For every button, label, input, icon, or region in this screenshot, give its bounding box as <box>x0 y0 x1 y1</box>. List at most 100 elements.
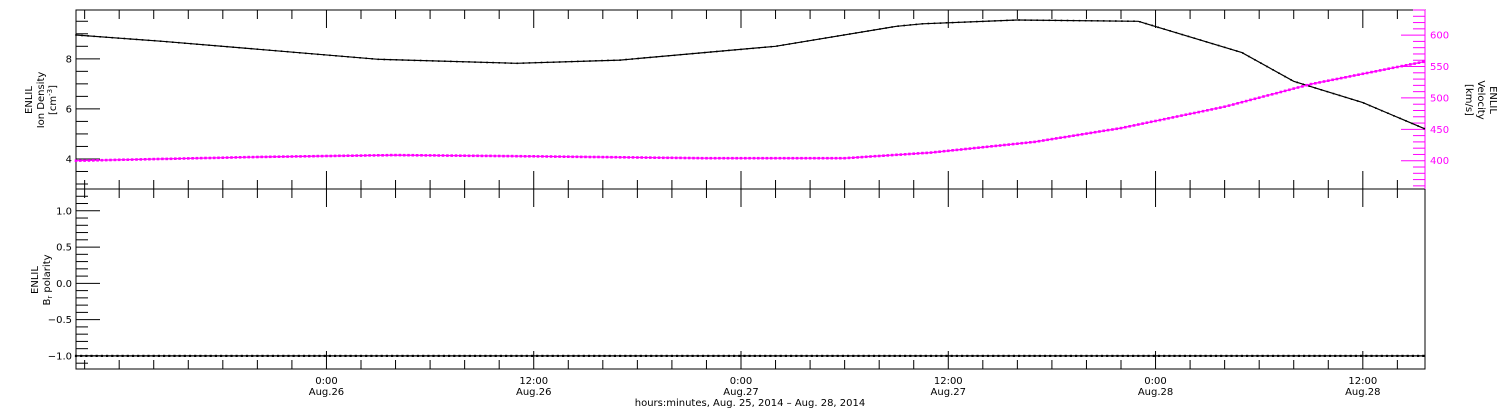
polarity-series-point <box>188 354 192 357</box>
velocity-series-point <box>502 154 505 158</box>
polarity-series-point <box>1157 354 1161 357</box>
velocity-series-point <box>523 155 527 158</box>
polarity-series-point <box>847 354 850 357</box>
velocity-series-point <box>575 155 579 159</box>
velocity-series-point <box>735 156 738 160</box>
polarity-series-point <box>116 354 119 357</box>
polarity-series-point <box>1043 354 1047 357</box>
polarity-series-point <box>707 354 710 357</box>
velocity-series-point <box>631 156 635 159</box>
density-series-point <box>1012 19 1014 21</box>
polarity-series-point <box>453 354 456 357</box>
density-series-point <box>625 58 627 61</box>
velocity-series-point <box>325 154 328 158</box>
density-series-point <box>558 61 561 63</box>
velocity-series-point <box>662 156 665 160</box>
velocity-series-point <box>929 151 933 154</box>
velocity-series-point <box>139 158 143 161</box>
velocity-series-point <box>1128 125 1131 128</box>
velocity-series-point <box>1413 62 1416 65</box>
density-series-point <box>492 61 494 64</box>
polarity-series-point <box>463 354 466 357</box>
velocity-label-unit: [km/s] <box>1463 84 1474 116</box>
density-series-point <box>93 35 95 38</box>
velocity-series-point <box>148 157 151 161</box>
velocity-series-point <box>1292 87 1295 90</box>
velocity-series-point <box>748 156 751 160</box>
density-series-point <box>673 54 676 57</box>
polarity-series-point <box>1385 354 1389 357</box>
polarity-series-point <box>1251 354 1254 357</box>
velocity-series-point <box>972 146 976 150</box>
density-series-point <box>304 52 307 55</box>
velocity-series-point <box>532 155 535 158</box>
density-series-point <box>1381 109 1383 112</box>
density-series-point <box>220 45 222 47</box>
density-series-point <box>818 38 821 40</box>
velocity-series-point <box>234 156 238 159</box>
x-tick-date-label: Aug.28 <box>1138 387 1173 398</box>
polarity-series-point <box>473 354 477 357</box>
polarity-series-point <box>349 354 352 357</box>
polarity-series-point <box>821 354 824 357</box>
polarity-series-point <box>1054 354 1057 357</box>
density-series-point <box>1314 87 1317 89</box>
density-series-point <box>1066 19 1069 22</box>
density-series-point <box>232 46 234 48</box>
polarity-series-point <box>1049 354 1052 357</box>
velocity-series-point <box>813 156 816 160</box>
polarity-series-point <box>805 354 808 357</box>
density-series-point <box>1217 44 1220 47</box>
density-series-point <box>75 34 77 36</box>
velocity-series-point <box>882 154 885 157</box>
polarity-series-point <box>1391 354 1394 357</box>
polarity-series-point <box>1349 354 1352 357</box>
velocity-series-point <box>1266 94 1270 97</box>
density-series-point <box>1320 89 1323 91</box>
velocity-series-point <box>307 155 311 158</box>
density-series-line <box>75 19 1426 130</box>
velocity-series-point <box>329 154 333 158</box>
x-axis-title: hours:minutes, Aug. 25, 2014 – Aug. 28, … <box>635 398 866 409</box>
velocity-series-point <box>122 158 125 161</box>
velocity-series-point <box>1409 63 1412 66</box>
velocity-series-point <box>1335 77 1339 81</box>
density-series-point <box>1024 19 1026 21</box>
velocity-series-point <box>1141 122 1144 125</box>
density-series-point <box>1054 19 1057 22</box>
velocity-series-point <box>394 153 397 157</box>
velocity-series-point <box>385 153 389 157</box>
velocity-series-point <box>264 155 268 159</box>
velocity-axis-tick-label: 450 <box>1430 125 1449 136</box>
polarity-series-point <box>302 354 306 357</box>
velocity-series-markers <box>74 60 1425 162</box>
polarity-series-point <box>1411 354 1414 357</box>
velocity-series-point <box>1279 90 1283 94</box>
density-series-point <box>1199 39 1202 41</box>
velocity-series-point <box>407 153 410 157</box>
polarity-series-point <box>904 354 907 357</box>
velocity-series-point <box>990 145 993 148</box>
velocity-series-point <box>1149 120 1153 124</box>
polarity-series-point <box>183 354 186 357</box>
polarity-series-point <box>831 354 834 357</box>
density-series-point <box>171 41 174 43</box>
polarity-series-point <box>1214 354 1218 357</box>
polarity-series-point <box>624 354 627 357</box>
polarity-series-point <box>733 354 736 357</box>
velocity-series-point <box>908 152 911 156</box>
density-series-point <box>1229 48 1232 50</box>
polarity-series-point <box>448 354 451 357</box>
velocity-series-point <box>627 156 630 159</box>
density-series-point <box>577 60 579 63</box>
polarity-series-point <box>199 354 202 357</box>
velocity-series-point <box>450 154 453 157</box>
velocity-series-point <box>312 154 315 158</box>
velocity-series-point <box>808 156 812 160</box>
velocity-series-point <box>847 156 851 160</box>
density-series-point <box>710 51 712 53</box>
velocity-series-point <box>1339 76 1343 80</box>
polarity-series-point <box>95 354 98 357</box>
velocity-series-point <box>359 154 363 157</box>
polarity-series-point <box>1111 354 1114 357</box>
